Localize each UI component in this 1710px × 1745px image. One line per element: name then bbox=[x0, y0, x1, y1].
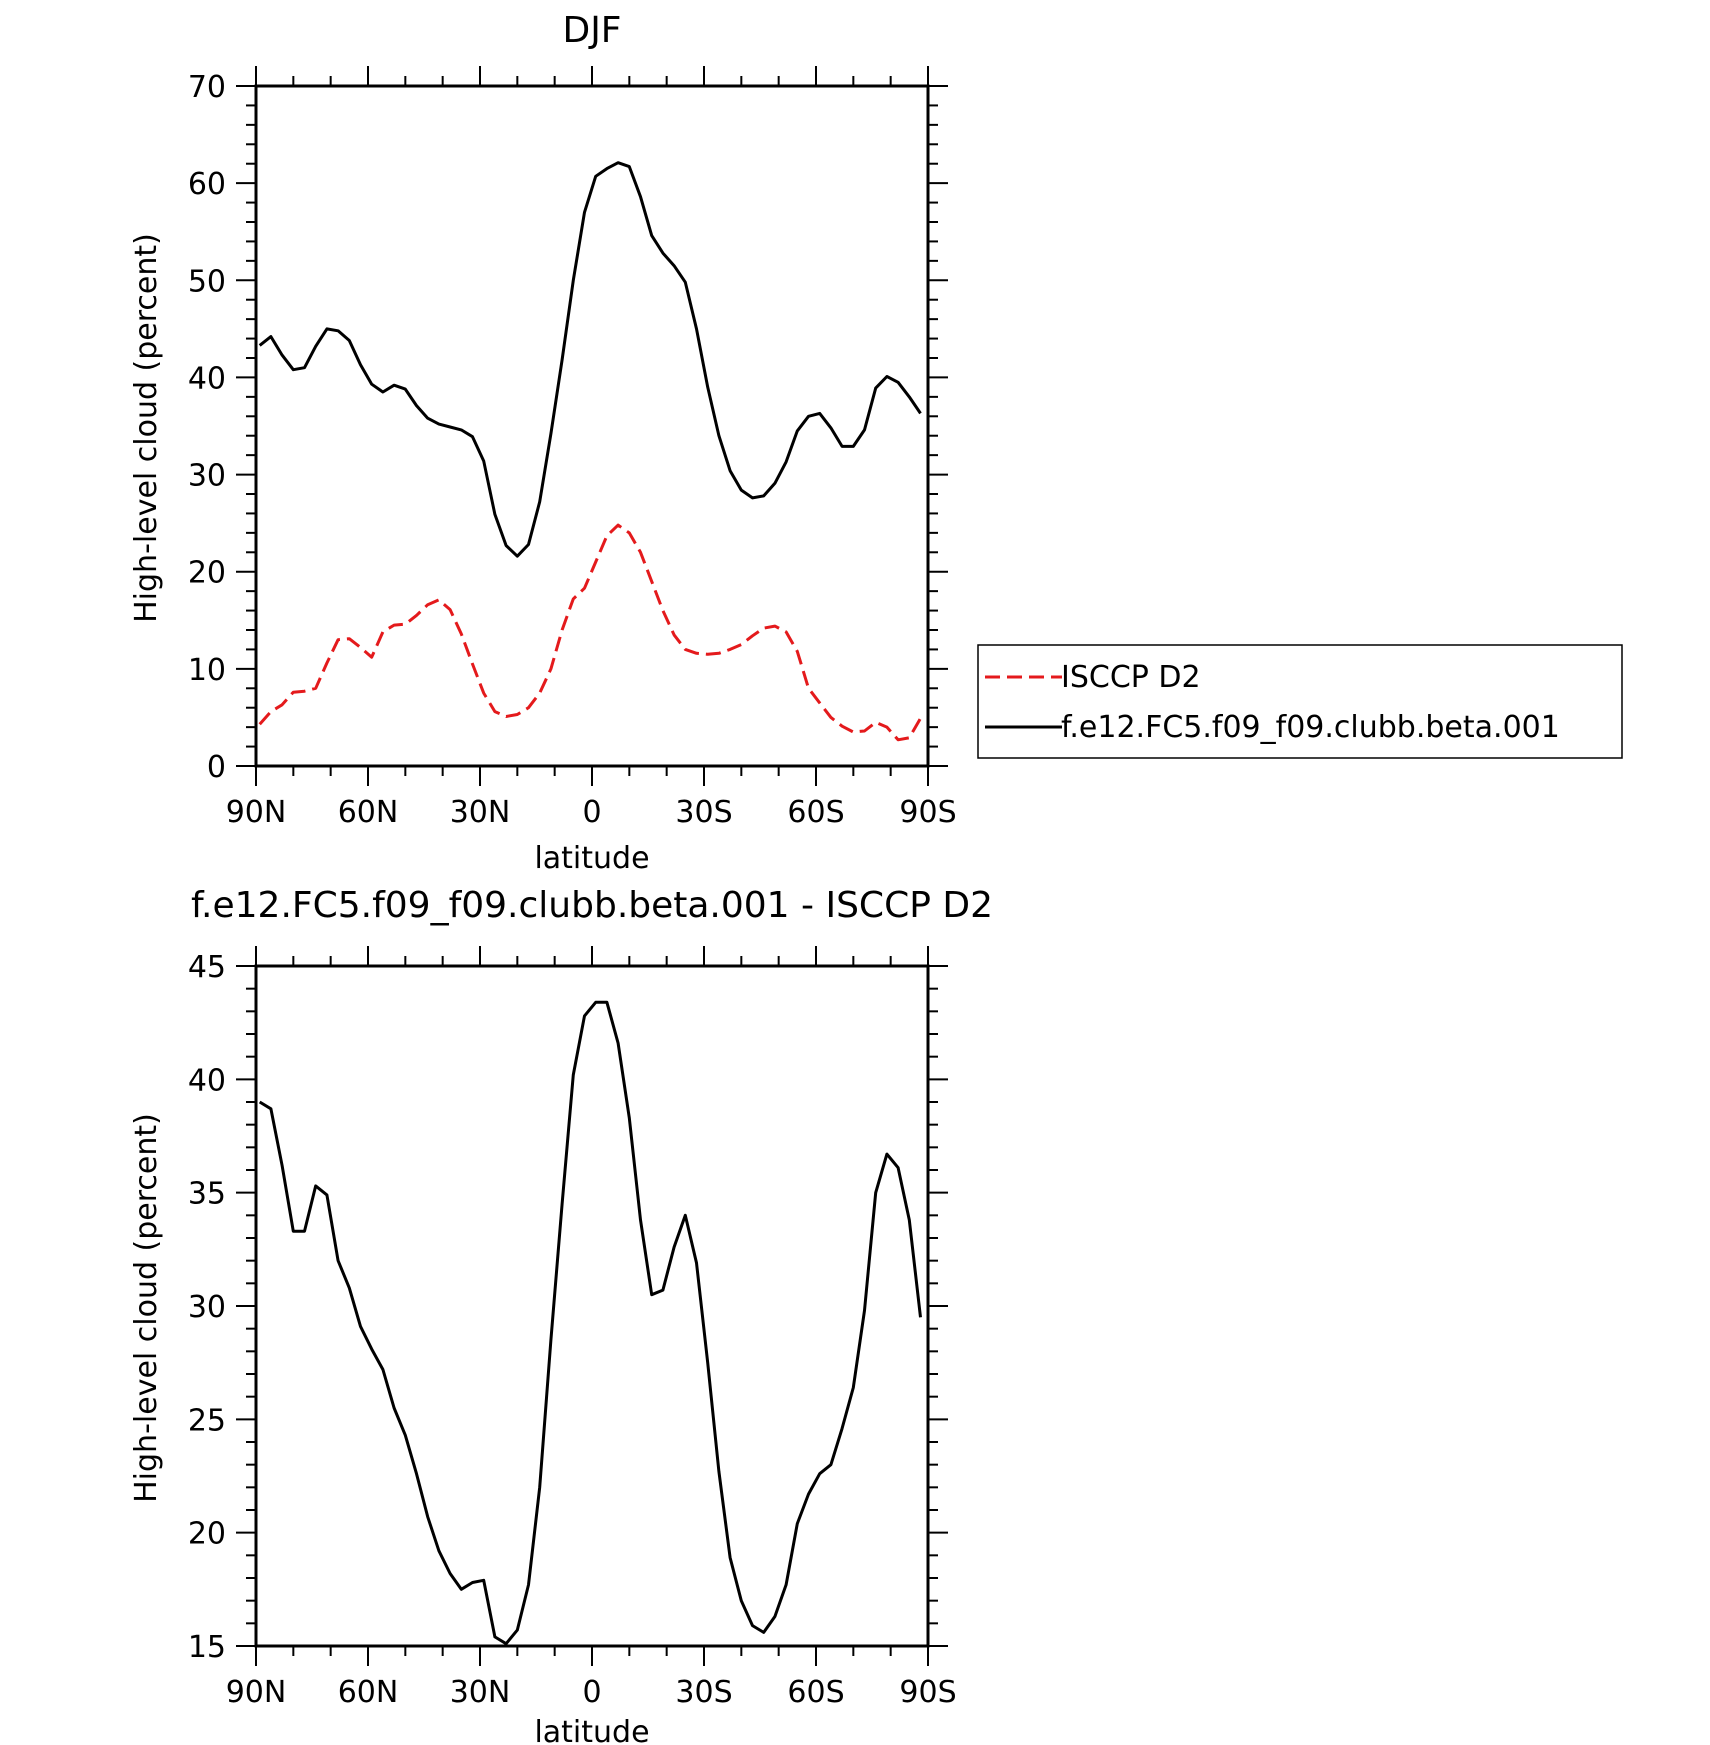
tick-marks bbox=[236, 946, 948, 1666]
series-line-1 bbox=[258, 161, 922, 558]
tick-labels: 0 10 20 30 40 50 60 70 90N 60N 30N 0 30S 60S 90S bbox=[188, 70, 957, 830]
y-tick-label: 25 bbox=[188, 1403, 226, 1438]
y-tick-label: 20 bbox=[188, 556, 226, 591]
series-line-0 bbox=[258, 1000, 922, 1646]
x-tick-label: 90S bbox=[899, 795, 956, 830]
x-tick-label: 90N bbox=[226, 1675, 287, 1710]
y-tick-label: 0 bbox=[207, 750, 226, 785]
x-tick-label: 0 bbox=[582, 1675, 601, 1710]
x-tick-label: 90S bbox=[899, 1675, 956, 1710]
y-tick-label: 45 bbox=[188, 950, 226, 985]
x-tick-label: 60N bbox=[338, 1675, 399, 1710]
x-tick-label: 90N bbox=[226, 795, 287, 830]
x-tick-label: 30S bbox=[675, 795, 732, 830]
y-tick-label: 40 bbox=[188, 1063, 226, 1098]
y-axis-label: High-level cloud (percent) bbox=[129, 233, 164, 623]
x-tick-label: 30N bbox=[450, 795, 511, 830]
y-tick-label: 50 bbox=[188, 264, 226, 299]
x-axis-label: latitude bbox=[534, 841, 649, 876]
x-tick-label: 0 bbox=[582, 795, 601, 830]
tick-marks bbox=[236, 66, 948, 786]
y-tick-label: 60 bbox=[188, 167, 226, 202]
plot-frame bbox=[254, 964, 930, 1648]
x-tick-label: 60S bbox=[787, 795, 844, 830]
y-tick-label: 40 bbox=[188, 361, 226, 396]
series-line-0 bbox=[258, 523, 922, 742]
y-tick-label: 70 bbox=[188, 70, 226, 105]
x-axis-label: latitude bbox=[534, 1715, 649, 1745]
y-tick-label: 30 bbox=[188, 459, 226, 494]
legend: ISCCP D2 f.e12.FC5.f09_f09.clubb.beta.00… bbox=[977, 644, 1623, 759]
chart-panel-djf: DJF High-level cloud (percent) latitude … bbox=[129, 10, 1623, 876]
y-axis-label: High-level cloud (percent) bbox=[129, 1113, 164, 1503]
plot-frame bbox=[254, 84, 930, 768]
legend-label-isccp: ISCCP D2 bbox=[1061, 660, 1201, 695]
x-tick-label: 30N bbox=[450, 1675, 511, 1710]
chart-title: DJF bbox=[562, 10, 621, 51]
y-tick-label: 30 bbox=[188, 1290, 226, 1325]
legend-label-model: f.e12.FC5.f09_f09.clubb.beta.001 bbox=[1061, 710, 1560, 745]
y-tick-label: 15 bbox=[188, 1630, 226, 1665]
x-tick-label: 60N bbox=[338, 795, 399, 830]
y-tick-label: 10 bbox=[188, 653, 226, 688]
y-tick-label: 35 bbox=[188, 1177, 226, 1212]
data-series bbox=[258, 161, 922, 742]
data-series bbox=[258, 1000, 922, 1646]
tick-labels: 15 20 25 30 35 40 45 90N 60N 30N 0 30S 60S 90S bbox=[188, 950, 957, 1710]
x-tick-label: 60S bbox=[787, 1675, 844, 1710]
chart-title: f.e12.FC5.f09_f09.clubb.beta.001 - ISCCP… bbox=[191, 885, 993, 926]
legend-box bbox=[977, 644, 1623, 759]
y-tick-label: 20 bbox=[188, 1517, 226, 1552]
chart-panel-difference: f.e12.FC5.f09_f09.clubb.beta.001 - ISCCP… bbox=[129, 885, 993, 1745]
x-tick-label: 30S bbox=[675, 1675, 732, 1710]
